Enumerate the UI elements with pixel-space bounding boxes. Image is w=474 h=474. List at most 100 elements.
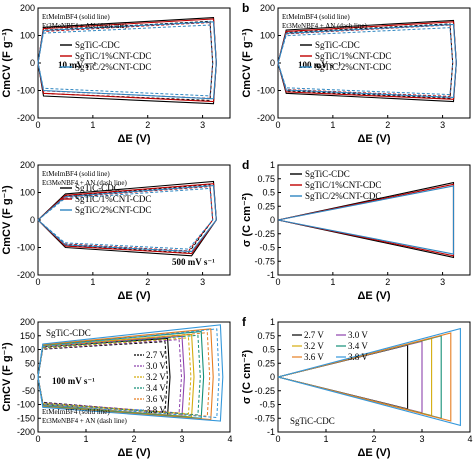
x-tick-label: 2 bbox=[131, 434, 136, 444]
y-tick-label: -50 bbox=[22, 386, 35, 396]
legend-entry: SgTiC/1%CNT-CDC bbox=[315, 51, 391, 61]
legend-entry: 3.4 V bbox=[146, 383, 166, 393]
y-tick-label: -0.5 bbox=[259, 400, 275, 410]
x-tick-label: 3 bbox=[440, 120, 445, 130]
x-tick-label: 1 bbox=[90, 120, 95, 130]
y-tick-label: 0 bbox=[270, 215, 275, 225]
x-tick-label: 2 bbox=[145, 277, 150, 287]
series-line-2 bbox=[37, 21, 217, 100]
y-tick-label: 0.25 bbox=[257, 358, 275, 368]
series-dash-line-0 bbox=[37, 341, 168, 413]
x-tick-label: 4 bbox=[467, 434, 472, 444]
panel-letter: d bbox=[242, 158, 249, 172]
x-tick-label: 3 bbox=[419, 434, 424, 444]
x-tick-label: 0 bbox=[35, 277, 40, 287]
legend-entry: 3.8 V bbox=[348, 352, 368, 362]
y-tick-label: -0.25 bbox=[254, 386, 275, 396]
x-tick-label: 1 bbox=[330, 120, 335, 130]
series-line-4 bbox=[277, 332, 452, 422]
legend-entry: SgTiC/2%CNT-CDC bbox=[315, 62, 391, 72]
panel-letter: f bbox=[242, 315, 247, 329]
annotation-electrolyte-2: Et3MeNBF4 + AN (dash line) bbox=[282, 22, 367, 30]
y-tick-label: 100 bbox=[20, 31, 35, 41]
x-tick-label: 1 bbox=[330, 277, 335, 287]
panel-c: 0 1 2 3 -200 -100 0 100 200 ΔE (V) CmCV (F g⁻¹) EtM… bbox=[1, 160, 231, 302]
series-dash-line-2 bbox=[37, 187, 214, 250]
series-dash-line-2 bbox=[37, 24, 214, 97]
x-tick-label: 3 bbox=[440, 277, 445, 287]
y-tick-label: -1 bbox=[267, 427, 275, 437]
y-tick-label: 100 bbox=[260, 31, 275, 41]
annotation-electrolyte-2: Et3MeNBF4 + AN (dash line) bbox=[42, 22, 127, 30]
x-axis-label: ΔE (V) bbox=[358, 133, 391, 145]
y-tick-label: -200 bbox=[17, 270, 35, 280]
x-axis-label: ΔE (V) bbox=[118, 133, 151, 145]
annotation-electrolyte-1: EtMeImBF4 (solid line) bbox=[42, 408, 110, 416]
legend-entry: SgTiC/1%CNT-CDC bbox=[75, 194, 151, 204]
annotation-sample: SgTiC-CDC bbox=[290, 416, 335, 426]
annotation-scan-rate: 10 mV s⁻¹ bbox=[58, 60, 97, 70]
legend-entry: 3.2 V bbox=[146, 372, 166, 382]
legend-entry: SgTiC-CDC bbox=[75, 183, 120, 193]
y-tick-label: 200 bbox=[20, 317, 35, 327]
legend-entry: SgTiC/2%CNT-CDC bbox=[75, 205, 151, 215]
legend-entry: 3.0 V bbox=[146, 361, 166, 371]
y-tick-label: 0 bbox=[30, 372, 35, 382]
legend-entry: SgTiC-CDC bbox=[305, 169, 350, 179]
x-tick-label: 4 bbox=[227, 434, 232, 444]
series-line-2 bbox=[277, 185, 455, 255]
x-tick-label: 0 bbox=[35, 120, 40, 130]
legend-entry: SgTiC-CDC bbox=[75, 40, 120, 50]
x-tick-label: 2 bbox=[145, 120, 150, 130]
panel-e: 0 1 2 3 4 -200 -150 -100 -50 0 50 100 150 200 ΔE (V) Cm… bbox=[1, 317, 233, 459]
y-tick-label: -150 bbox=[17, 413, 35, 423]
y-tick-label: 200 bbox=[20, 160, 35, 170]
annotation-electrolyte-2: Et3MeNBF4 + AN (dash line) bbox=[42, 179, 127, 187]
y-tick-label: 0.75 bbox=[257, 331, 275, 341]
series-line-0 bbox=[277, 344, 409, 410]
y-tick-label: -100 bbox=[17, 400, 35, 410]
legend-entry: 3.4 V bbox=[348, 341, 368, 351]
x-tick-label: 3 bbox=[179, 434, 184, 444]
y-axis-label: CmCV (F g⁻¹) bbox=[1, 28, 13, 98]
y-tick-label: -200 bbox=[17, 427, 35, 437]
y-tick-label: 100 bbox=[20, 345, 35, 355]
y-tick-label: 0 bbox=[30, 215, 35, 225]
y-axis-label: CmCV (F g⁻¹) bbox=[1, 185, 13, 255]
y-tick-label: -0.25 bbox=[254, 229, 275, 239]
legend-entry: 2.7 V bbox=[304, 330, 324, 340]
legend-entry: 3.8 V bbox=[146, 405, 166, 415]
y-axis-label: σ (C cm⁻²) bbox=[241, 350, 253, 405]
y-tick-label: 50 bbox=[25, 358, 35, 368]
annotation-electrolyte-1: EtMeImBF4 (solid line) bbox=[42, 13, 110, 21]
y-tick-label: -200 bbox=[17, 113, 35, 123]
x-tick-label: 0 bbox=[35, 434, 40, 444]
x-axis-label: ΔE (V) bbox=[118, 290, 151, 302]
x-tick-label: 3 bbox=[200, 120, 205, 130]
annotation-scan-rate: 100 mV s⁻¹ bbox=[52, 376, 95, 386]
x-tick-label: 1 bbox=[90, 277, 95, 287]
y-tick-label: -0.75 bbox=[254, 413, 275, 423]
y-axis-label: σ (C cm⁻²) bbox=[241, 193, 253, 248]
series-dash-line-5 bbox=[37, 328, 220, 419]
legend-entry: 2.7 V bbox=[146, 350, 166, 360]
y-tick-label: 200 bbox=[20, 3, 35, 13]
y-tick-label: 0 bbox=[270, 58, 275, 68]
y-axis-label: CmCV (F g⁻¹) bbox=[1, 342, 13, 412]
x-tick-label: 2 bbox=[385, 277, 390, 287]
panel-f: f 0 1 2 3 4 -1 -0.75 -0.5 -0.25 0 0.25 0.5 0.75 1 ΔE (V… bbox=[241, 315, 473, 459]
y-tick-label: 1 bbox=[270, 317, 275, 327]
legend-entry: SgTiC/1%CNT-CDC bbox=[75, 51, 151, 61]
y-tick-label: 0 bbox=[270, 372, 275, 382]
y-axis-label: CmCV (F g⁻¹) bbox=[241, 28, 253, 98]
legend-entry: 3.0 V bbox=[348, 330, 368, 340]
annotation-scan-rate: 500 mV s⁻¹ bbox=[172, 257, 215, 267]
y-tick-label: 200 bbox=[260, 3, 275, 13]
legend-entry: SgTiC/2%CNT-CDC bbox=[305, 191, 381, 201]
annotation-sample: SgTiC-CDC bbox=[46, 328, 91, 338]
x-tick-label: 1 bbox=[83, 434, 88, 444]
x-axis-label: ΔE (V) bbox=[358, 447, 391, 459]
legend-entry: SgTiC/2%CNT-CDC bbox=[75, 62, 151, 72]
y-tick-label: -0.5 bbox=[259, 243, 275, 253]
